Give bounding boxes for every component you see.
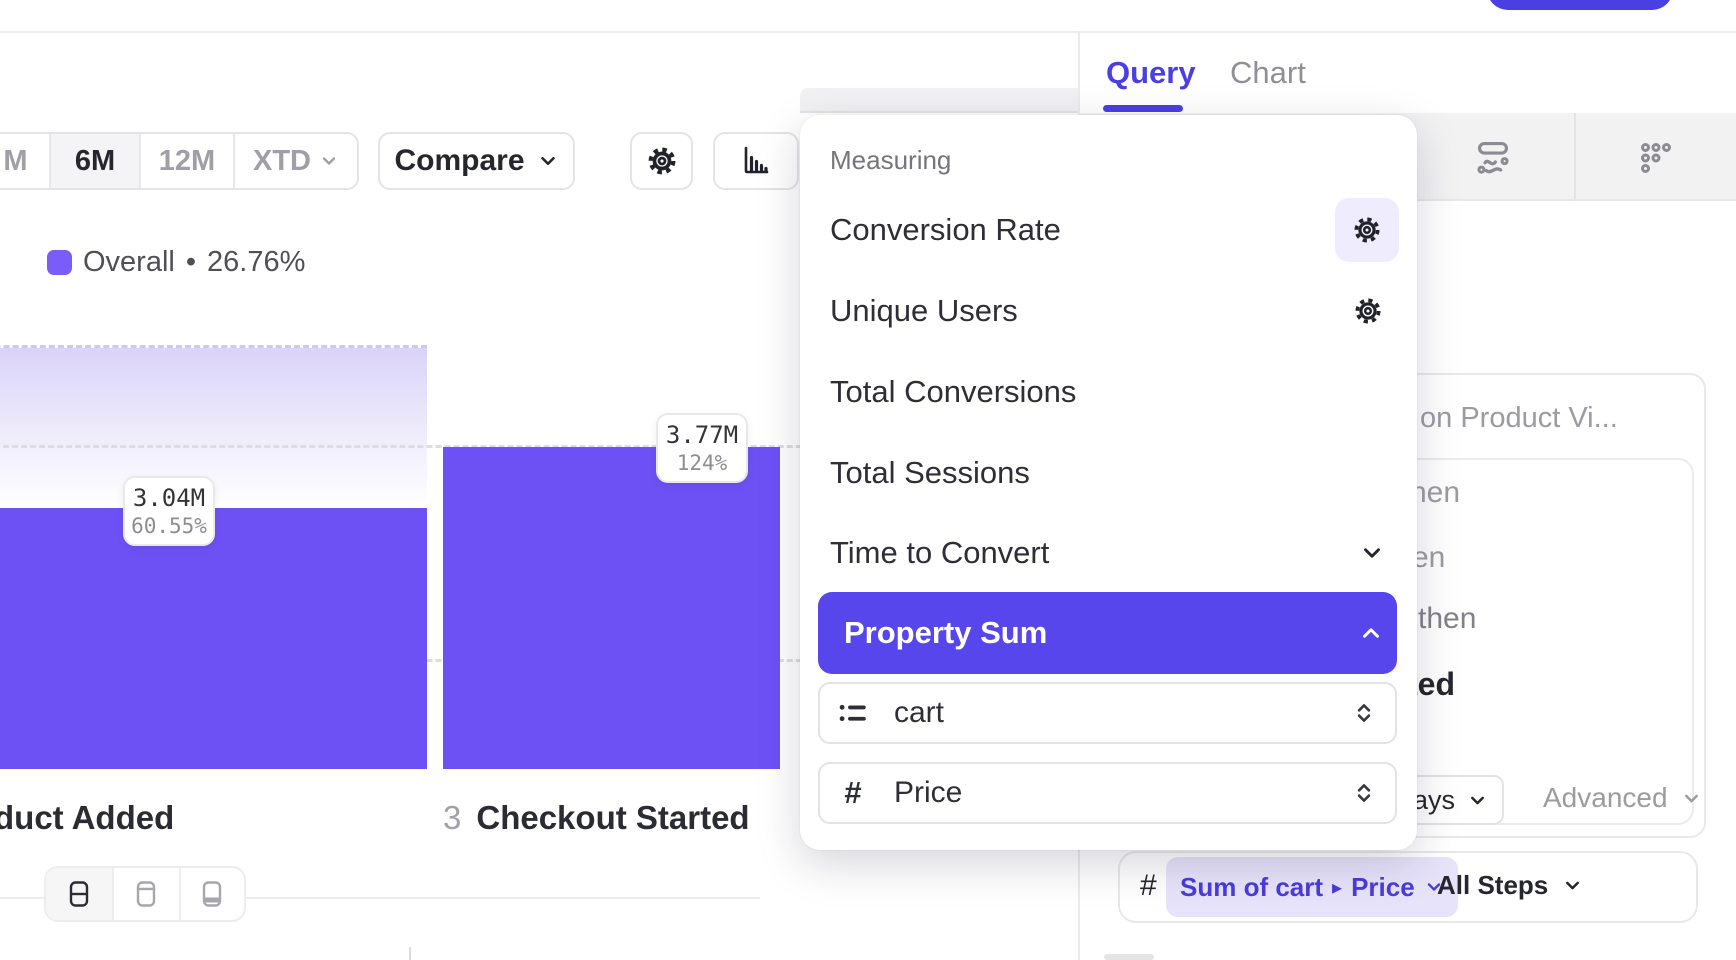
sum-of-property-chip[interactable]: Sum of cart ▸ Price [1166,857,1458,917]
reference-line [0,445,1000,448]
layout-toggle-group [44,866,246,922]
range-option-6m[interactable]: 6M [49,134,139,188]
tab-chart[interactable]: Chart [1230,55,1306,90]
range-option-3m-partial[interactable]: M [3,144,28,177]
step-label-product-added: duct Added [0,799,175,836]
chevron-down-icon [319,151,339,171]
property-field-select[interactable]: # Price [818,762,1397,824]
gear-icon [645,144,679,178]
measuring-popover: Measuring Conversion Rate Unique Users T… [800,115,1417,850]
range-option-xtd[interactable]: XTD [233,134,357,188]
tab-query-underline [1103,105,1183,112]
property-event-select[interactable]: cart [818,682,1397,744]
bar-chart-icon [738,143,774,179]
layout-top-icon [130,878,162,910]
advanced-dropdown[interactable]: Advanced [1543,782,1702,814]
updown-stepper-icon [1351,780,1377,806]
layout-bottom-toggle[interactable] [178,868,244,920]
funnel-bar-product-added[interactable] [0,508,427,769]
next-card-edge [1104,954,1154,960]
footer-divider [246,897,760,899]
layout-bottom-icon [196,878,228,910]
band-divider [1574,113,1576,201]
chevron-down-icon [537,150,559,172]
menu-item-conversion-rate[interactable]: Conversion Rate [818,198,1399,262]
menu-item-total-conversions[interactable]: Total Conversions [830,374,1077,409]
chevron-up-icon [1358,620,1384,646]
chart-view-switcher-partial[interactable] [800,88,1078,113]
step-row-fragment: then [1418,602,1477,635]
gear-icon[interactable] [1352,295,1384,327]
legend-series-label: Overall [83,246,175,278]
footer-divider [0,897,44,899]
funnel-step1-total-area[interactable] [0,345,427,508]
legend: Overall • 26.76% [47,246,305,279]
chevron-down-icon [1424,877,1444,897]
range-option-12m[interactable]: 12M [139,134,233,188]
menu-item-time-to-convert[interactable]: Time to Convert [818,521,1399,585]
step1-value: 3.04M [132,484,206,512]
step-row-fragment: hen [1410,476,1461,509]
chip-property-label: Price [1351,871,1415,902]
top-divider [0,31,1736,33]
step-row-fragment: en [1412,541,1446,574]
step2-conversion: 124% [676,451,728,475]
all-steps-label: All Steps [1437,870,1549,900]
hash-icon: # [844,775,862,810]
grid-dots-icon[interactable] [1638,140,1674,176]
compare-label: Compare [394,144,525,177]
list-bullets-icon [836,696,870,730]
step-label-checkout-started: 3 Checkout Started [443,799,750,837]
legend-swatch [47,250,72,275]
chevron-down-icon [1467,790,1488,811]
chevron-down-icon [1359,540,1385,566]
property-event-value: cart [894,696,945,729]
layout-split-toggle[interactable] [46,868,113,920]
chip-measure-label: Sum of cart [1180,871,1324,902]
chart-settings-button[interactable] [630,132,693,190]
tab-query[interactable]: Query [1106,55,1196,90]
menu-item-property-sum-selected[interactable]: Property Sum [818,592,1397,674]
step2-value: 3.77M [665,421,739,449]
property-field-value: Price [894,776,963,809]
layout-top-toggle[interactable] [112,868,178,920]
primary-action-button[interactable] [1487,0,1673,10]
date-range-segmented-control: M 6M 12M XTD [0,132,359,190]
funnel-value-label-step1: 3.04M 60.55% [123,476,215,546]
chart-type-button[interactable] [713,132,799,190]
all-steps-dropdown[interactable]: All Steps [1437,870,1583,901]
chevron-down-icon [1681,788,1702,809]
numeric-type-icon: # [1140,869,1157,902]
step-index: 3 [443,799,462,836]
advanced-label: Advanced [1543,782,1668,813]
funnel-value-label-step2: 3.77M 124% [656,413,748,483]
flows-icon[interactable] [1474,138,1512,176]
arrow-right-icon: ▸ [1332,876,1343,899]
menu-item-total-sessions[interactable]: Total Sessions [830,455,1030,490]
legend-separator: • [185,246,197,278]
gear-icon [1351,214,1383,246]
step-title: Checkout Started [476,799,750,836]
legend-conversion-value: 26.76% [207,246,306,278]
funnel-bar-checkout-started[interactable] [443,447,780,769]
menu-item-unique-users[interactable]: Unique Users [818,279,1399,343]
gear-icon-button[interactable] [1335,198,1399,262]
popover-title: Measuring [830,145,952,175]
compare-button[interactable]: Compare [378,132,575,190]
table-column-divider [409,947,411,960]
layout-split-icon [63,878,95,910]
updown-stepper-icon [1351,700,1377,726]
card-header-fragment: on Product Vi... [1420,402,1618,434]
chevron-down-icon [1562,875,1583,896]
step1-conversion: 60.55% [131,514,207,538]
